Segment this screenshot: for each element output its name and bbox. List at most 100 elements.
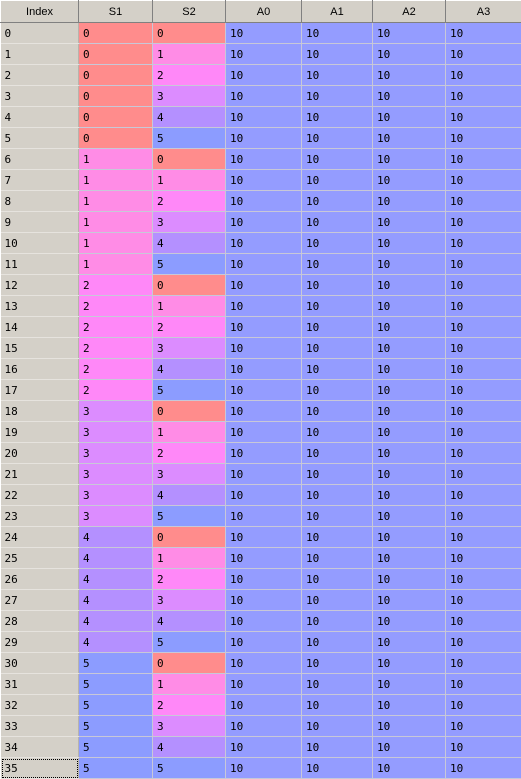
cell-a2[interactable]: 10	[373, 569, 446, 590]
cell-a2[interactable]: 10	[373, 548, 446, 569]
cell-a2[interactable]: 10	[373, 233, 446, 254]
cell-s1[interactable]: 1	[79, 170, 153, 191]
cell-a3[interactable]: 10	[446, 170, 521, 191]
cell-a3[interactable]: 10	[446, 653, 521, 674]
cell-s1[interactable]: 2	[79, 296, 153, 317]
cell-index[interactable]: 34	[1, 737, 79, 758]
cell-a1[interactable]: 10	[302, 674, 373, 695]
cell-a1[interactable]: 10	[302, 590, 373, 611]
cell-index[interactable]: 11	[1, 254, 79, 275]
cell-a0[interactable]: 10	[226, 506, 302, 527]
cell-a1[interactable]: 10	[302, 548, 373, 569]
cell-s2[interactable]: 3	[153, 212, 226, 233]
cell-a2[interactable]: 10	[373, 422, 446, 443]
cell-s2[interactable]: 1	[153, 548, 226, 569]
cell-a2[interactable]: 10	[373, 254, 446, 275]
cell-s1[interactable]: 2	[79, 275, 153, 296]
cell-index[interactable]: 15	[1, 338, 79, 359]
cell-a2[interactable]: 10	[373, 170, 446, 191]
cell-s1[interactable]: 0	[79, 86, 153, 107]
cell-a1[interactable]: 10	[302, 506, 373, 527]
cell-index[interactable]: 19	[1, 422, 79, 443]
cell-a2[interactable]: 10	[373, 611, 446, 632]
cell-index[interactable]: 0	[1, 23, 79, 44]
cell-index[interactable]: 29	[1, 632, 79, 653]
cell-a0[interactable]: 10	[226, 653, 302, 674]
column-header-index[interactable]: Index	[1, 1, 79, 23]
cell-s2[interactable]: 1	[153, 674, 226, 695]
cell-a1[interactable]: 10	[302, 401, 373, 422]
cell-index[interactable]: 26	[1, 569, 79, 590]
cell-index[interactable]: 5	[1, 128, 79, 149]
cell-a0[interactable]: 10	[226, 275, 302, 296]
cell-s2[interactable]: 0	[153, 653, 226, 674]
cell-index[interactable]: 6	[1, 149, 79, 170]
cell-a0[interactable]: 10	[226, 674, 302, 695]
cell-a2[interactable]: 10	[373, 107, 446, 128]
cell-a1[interactable]: 10	[302, 485, 373, 506]
cell-a2[interactable]: 10	[373, 632, 446, 653]
cell-index[interactable]: 16	[1, 359, 79, 380]
cell-a3[interactable]: 10	[446, 464, 521, 485]
cell-a0[interactable]: 10	[226, 107, 302, 128]
cell-a2[interactable]: 10	[373, 653, 446, 674]
cell-a2[interactable]: 10	[373, 674, 446, 695]
cell-s1[interactable]: 3	[79, 443, 153, 464]
cell-s1[interactable]: 2	[79, 380, 153, 401]
cell-a0[interactable]: 10	[226, 23, 302, 44]
cell-a0[interactable]: 10	[226, 758, 302, 779]
cell-s2[interactable]: 4	[153, 485, 226, 506]
cell-index[interactable]: 30	[1, 653, 79, 674]
cell-index[interactable]: 20	[1, 443, 79, 464]
cell-a3[interactable]: 10	[446, 401, 521, 422]
cell-s1[interactable]: 3	[79, 401, 153, 422]
cell-a1[interactable]: 10	[302, 422, 373, 443]
cell-s2[interactable]: 0	[153, 527, 226, 548]
cell-a0[interactable]: 10	[226, 716, 302, 737]
cell-index[interactable]: 28	[1, 611, 79, 632]
cell-a0[interactable]: 10	[226, 65, 302, 86]
cell-index[interactable]: 18	[1, 401, 79, 422]
cell-s1[interactable]: 4	[79, 632, 153, 653]
cell-a1[interactable]: 10	[302, 317, 373, 338]
cell-s2[interactable]: 5	[153, 758, 226, 779]
cell-s1[interactable]: 0	[79, 44, 153, 65]
cell-a0[interactable]: 10	[226, 569, 302, 590]
cell-a0[interactable]: 10	[226, 359, 302, 380]
cell-s2[interactable]: 2	[153, 695, 226, 716]
cell-s1[interactable]: 0	[79, 128, 153, 149]
cell-a3[interactable]: 10	[446, 443, 521, 464]
cell-s2[interactable]: 1	[153, 296, 226, 317]
cell-a2[interactable]: 10	[373, 86, 446, 107]
cell-s2[interactable]: 4	[153, 359, 226, 380]
cell-a3[interactable]: 10	[446, 632, 521, 653]
cell-a2[interactable]: 10	[373, 359, 446, 380]
cell-a0[interactable]: 10	[226, 233, 302, 254]
cell-a1[interactable]: 10	[302, 716, 373, 737]
cell-a2[interactable]: 10	[373, 401, 446, 422]
cell-s2[interactable]: 4	[153, 107, 226, 128]
cell-s1[interactable]: 5	[79, 674, 153, 695]
cell-a3[interactable]: 10	[446, 23, 521, 44]
cell-index[interactable]: 4	[1, 107, 79, 128]
cell-s2[interactable]: 2	[153, 317, 226, 338]
cell-index[interactable]: 31	[1, 674, 79, 695]
cell-a1[interactable]: 10	[302, 443, 373, 464]
cell-a3[interactable]: 10	[446, 674, 521, 695]
cell-s2[interactable]: 2	[153, 443, 226, 464]
cell-a3[interactable]: 10	[446, 86, 521, 107]
cell-s2[interactable]: 2	[153, 65, 226, 86]
cell-s2[interactable]: 4	[153, 611, 226, 632]
